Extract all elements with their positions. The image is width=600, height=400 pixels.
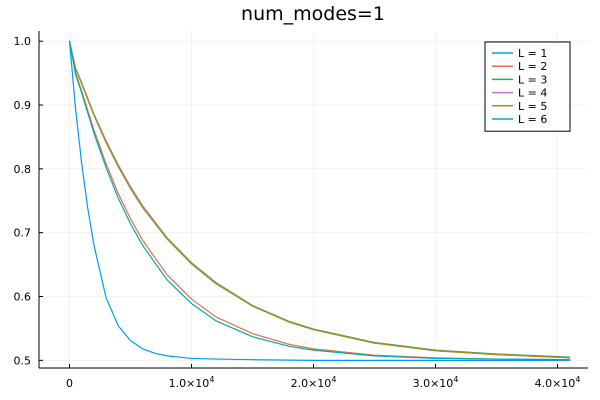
- series-line-5: [68, 40, 571, 359]
- series-line-6: [68, 40, 571, 361]
- y-tick-label: 0.8: [14, 163, 32, 176]
- series-line-1: [68, 40, 571, 361]
- y-tick-label: 1.0: [14, 35, 32, 48]
- legend-label: L = 4: [518, 87, 547, 100]
- y-tick-label: 0.6: [14, 291, 32, 304]
- chart-title: num_modes=1: [241, 3, 385, 25]
- legend: L = 1L = 2L = 3L = 4L = 5L = 6: [484, 41, 571, 132]
- legend-label: L = 5: [518, 100, 547, 113]
- legend-label: L = 1: [518, 47, 547, 60]
- y-tick-label: 0.9: [14, 99, 32, 112]
- series-line-2: [68, 40, 571, 361]
- x-tick-label: 1.0×104: [169, 375, 215, 390]
- y-tick-label: 0.5: [14, 354, 32, 367]
- legend-label: L = 6: [518, 113, 547, 126]
- x-tick-label: 4.0×104: [535, 375, 581, 390]
- y-tick-label: 0.7: [14, 227, 32, 240]
- x-tick-label: 2.0×104: [291, 375, 337, 390]
- x-tick-label: 0: [66, 377, 73, 390]
- axes: 0 1.0×104 2.0×104 3.0×104 4.0×104 0.5 0.6 0.7 0.…: [14, 31, 588, 390]
- legend-label: L = 3: [518, 73, 547, 86]
- series-lines: [68, 40, 571, 361]
- x-tick-label: 3.0×104: [413, 375, 459, 390]
- legend-box: [484, 41, 571, 132]
- legend-label: L = 2: [518, 60, 547, 73]
